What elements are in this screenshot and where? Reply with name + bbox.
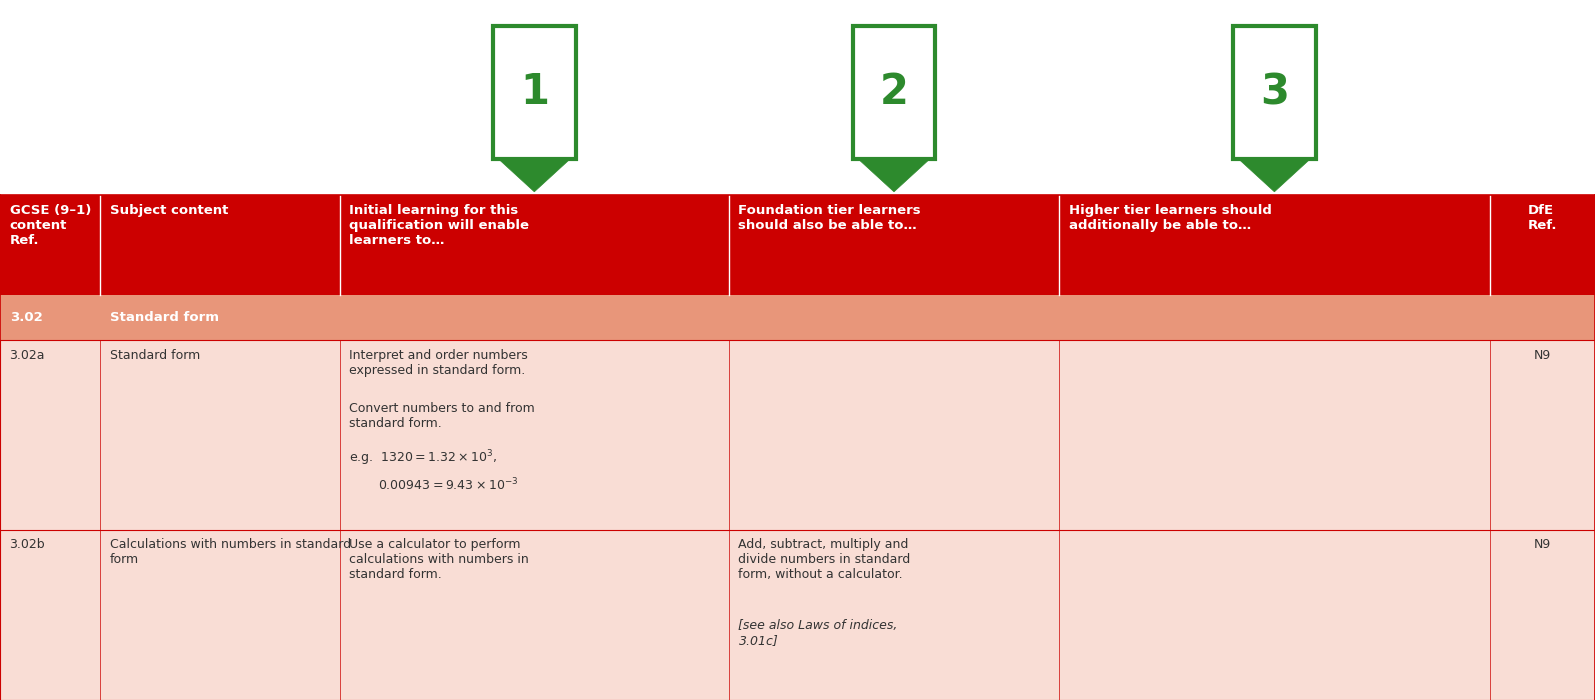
- Text: N9: N9: [1534, 538, 1550, 552]
- Text: Convert numbers to and from
standard form.: Convert numbers to and from standard for…: [349, 402, 534, 430]
- Text: [see also Laws of indices,
3.01c]: [see also Laws of indices, 3.01c]: [738, 619, 898, 647]
- Text: 2: 2: [879, 71, 909, 113]
- Text: 1: 1: [520, 71, 549, 113]
- Bar: [0, 195, 1595, 295]
- Text: 3.02: 3.02: [10, 311, 43, 324]
- Text: Initial learning for this
qualification will enable
learners to…: Initial learning for this qualification …: [349, 204, 530, 246]
- Text: 3: 3: [1260, 71, 1289, 113]
- Text: Subject content: Subject content: [110, 204, 228, 217]
- Text: Use a calculator to perform
calculations with numbers in
standard form.: Use a calculator to perform calculations…: [349, 538, 530, 581]
- Text: N9: N9: [1534, 349, 1550, 362]
- Bar: [0, 530, 1595, 700]
- Text: GCSE (9–1)
content
Ref.: GCSE (9–1) content Ref.: [10, 204, 91, 246]
- Bar: [493, 26, 576, 159]
- Polygon shape: [858, 158, 931, 192]
- Text: Add, subtract, multiply and
divide numbers in standard
form, without a calculato: Add, subtract, multiply and divide numbe…: [738, 538, 911, 581]
- Text: $0.00943 = 9.43 \times 10^{-3}$: $0.00943 = 9.43 \times 10^{-3}$: [378, 477, 518, 494]
- Text: Standard form: Standard form: [110, 311, 219, 324]
- Polygon shape: [1238, 158, 1311, 192]
- Bar: [0, 295, 1595, 340]
- Text: 3.02a: 3.02a: [10, 349, 45, 362]
- Bar: [0, 340, 1595, 530]
- Text: Interpret and order numbers
expressed in standard form.: Interpret and order numbers expressed in…: [349, 349, 528, 377]
- Text: Higher tier learners should
additionally be able to…: Higher tier learners should additionally…: [1069, 204, 1271, 232]
- Text: Calculations with numbers in standard
form: Calculations with numbers in standard fo…: [110, 538, 351, 566]
- Text: e.g.  $1320 = 1.32 \times 10^3$,: e.g. $1320 = 1.32 \times 10^3$,: [349, 449, 498, 468]
- Text: Foundation tier learners
should also be able to…: Foundation tier learners should also be …: [738, 204, 920, 232]
- Bar: [1233, 26, 1316, 159]
- Polygon shape: [498, 158, 571, 192]
- Text: Standard form: Standard form: [110, 349, 199, 362]
- Text: DfE
Ref.: DfE Ref.: [1528, 204, 1557, 232]
- Text: 3.02b: 3.02b: [10, 538, 45, 552]
- Bar: [852, 26, 935, 159]
